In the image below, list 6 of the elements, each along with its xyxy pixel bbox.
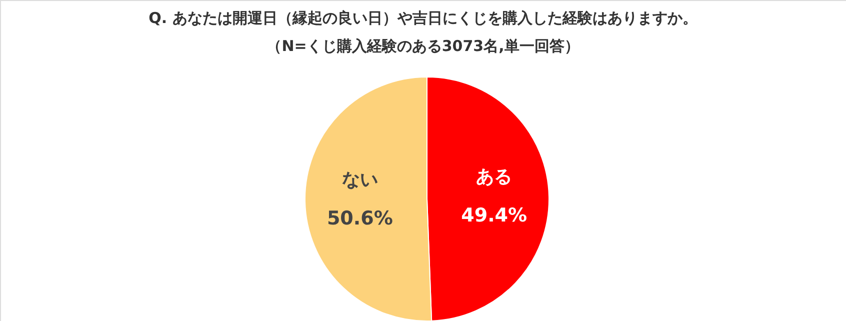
data-label: 50.6% [326,207,393,230]
slice-label: ある [476,166,512,188]
slice-label: ない [342,169,378,190]
chart-title: Q. あなたは開運日（縁起の良い日）や吉日にくじを購入した経験はありますか。 [148,9,698,27]
data-label: 49.4% [461,204,528,227]
chart-subtitle: （N=くじ購入経験のある3073名,単一回答） [266,37,580,55]
